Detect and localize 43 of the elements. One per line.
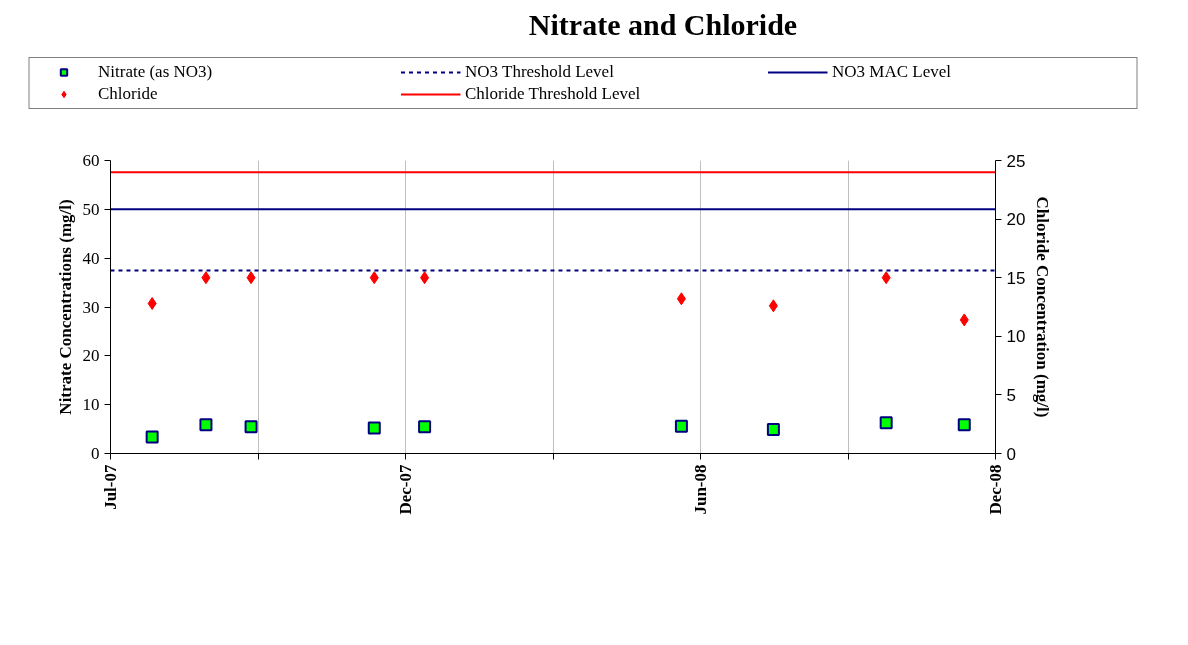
- legend-label: NO3 Threshold Level: [465, 61, 615, 82]
- point: [768, 299, 778, 313]
- point: [676, 292, 686, 306]
- point: [959, 313, 969, 327]
- point: [957, 418, 971, 432]
- point: [199, 418, 213, 432]
- point: [145, 430, 159, 444]
- point: [147, 296, 157, 310]
- y2-tick-label: 5: [1006, 385, 1016, 405]
- y-axis-title: Nitrate Concentrations (mg/l): [55, 199, 75, 415]
- y-tick-label: 50: [82, 199, 100, 219]
- y-tick-label: 40: [82, 248, 100, 268]
- y-tick-label: 0: [91, 444, 100, 463]
- x-tick-label: Jul-07: [101, 464, 120, 510]
- x-tick-label: Jun-08: [691, 464, 710, 515]
- y-tick-label: 60: [82, 151, 100, 170]
- x-tick-label: Dec-07: [396, 464, 415, 515]
- y2-tick-label: 20: [1006, 210, 1026, 230]
- point: [367, 421, 381, 435]
- point: [369, 271, 379, 285]
- point: [418, 420, 432, 434]
- legend-label: Chloride: [98, 83, 159, 104]
- point: [420, 271, 430, 285]
- point: [244, 420, 258, 434]
- y2-axis-title: Chloride Concentration (mg/l): [1033, 196, 1053, 418]
- legend-label: NO3 MAC Level: [832, 61, 952, 82]
- point: [246, 271, 256, 285]
- y2-tick-label: 15: [1006, 268, 1026, 288]
- point: [881, 271, 891, 285]
- y2-tick-label: 0: [1006, 444, 1016, 464]
- point: [879, 416, 893, 430]
- x-tick-label: Dec-08: [986, 464, 1005, 515]
- legend-label: Chloride Threshold Level: [465, 83, 642, 104]
- legend-label: Nitrate (as NO3): [98, 61, 214, 82]
- point: [766, 423, 780, 437]
- point: [674, 419, 688, 433]
- chart-title: Nitrate and Chloride: [528, 7, 798, 41]
- y-tick-label: 20: [82, 346, 100, 366]
- y2-tick-label: 10: [1006, 327, 1026, 347]
- y-tick-label: 30: [82, 297, 100, 317]
- y2-tick-label: 25: [1006, 151, 1026, 171]
- point: [201, 271, 211, 285]
- y-tick-label: 10: [82, 395, 100, 415]
